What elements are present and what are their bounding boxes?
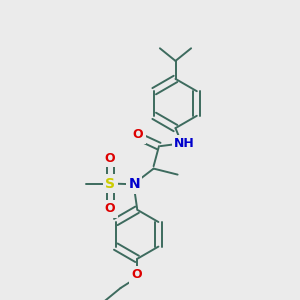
Text: O: O [132, 268, 142, 281]
Text: O: O [133, 128, 143, 141]
Text: O: O [105, 152, 116, 165]
Text: N: N [128, 177, 140, 191]
Text: NH: NH [174, 137, 195, 150]
Text: S: S [105, 177, 115, 190]
Text: O: O [105, 202, 116, 215]
